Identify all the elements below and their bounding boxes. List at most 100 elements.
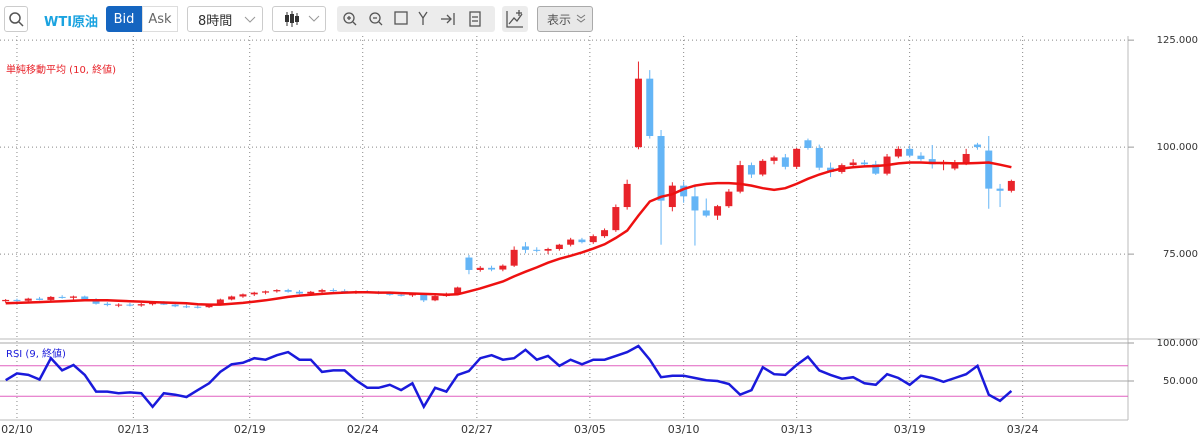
- candle-body: [793, 148, 801, 167]
- candle-body: [386, 293, 394, 295]
- candle-body: [284, 290, 292, 292]
- indicator-button[interactable]: [502, 6, 528, 32]
- candle-body: [736, 165, 744, 192]
- candle-body: [92, 299, 100, 304]
- rsi-legend: RSI (9, 終値): [6, 347, 66, 360]
- x-tick-label: 02/19: [234, 423, 266, 436]
- candle-body: [702, 210, 710, 216]
- candle-body: [194, 306, 202, 308]
- candle-body: [770, 157, 778, 161]
- tool-icons: [343, 11, 481, 27]
- candle-body: [408, 294, 416, 296]
- candle-body: [567, 239, 575, 245]
- sma-legend: 単純移動平均 (10, 終値): [6, 63, 116, 76]
- candle-body: [521, 246, 529, 250]
- candle-body: [680, 185, 688, 197]
- candle-body: [24, 298, 32, 301]
- y-tick-label: 50.000: [1163, 376, 1198, 387]
- rsi-line: [5, 344, 1013, 410]
- candle-body: [2, 299, 10, 302]
- candle-body: [601, 230, 609, 237]
- x-tick-label: 02/24: [347, 423, 379, 436]
- candle-body: [589, 236, 597, 243]
- y-tick-label: 75.000: [1163, 249, 1198, 260]
- y-tick-label: 100.000: [1157, 338, 1198, 349]
- candle-body: [555, 244, 563, 249]
- candle-body: [499, 265, 507, 270]
- candle-body: [149, 302, 157, 305]
- candle-body: [985, 150, 993, 189]
- double-chevron: [576, 14, 586, 23]
- candle-body: [239, 294, 247, 297]
- candle-body: [815, 147, 823, 168]
- candle-body: [250, 292, 258, 295]
- indicator-icon: [506, 10, 523, 28]
- candle-body: [103, 303, 111, 306]
- candle-body: [58, 296, 66, 298]
- view-label: 表示: [547, 12, 572, 27]
- candle-body: [872, 164, 880, 174]
- candle-body: [634, 78, 642, 148]
- candle-body: [781, 157, 789, 167]
- candle-body: [917, 155, 925, 160]
- candle-body: [951, 163, 959, 169]
- candle-body: [623, 183, 631, 208]
- interval-label: 8時間: [198, 13, 233, 29]
- x-tick-label: 02/10: [1, 423, 33, 436]
- candle-body: [216, 299, 224, 305]
- candle-body: [928, 159, 936, 165]
- candle-body: [307, 291, 315, 294]
- candle-body: [476, 267, 484, 270]
- interval-dropdown[interactable]: 8時間: [187, 6, 263, 32]
- candle-body: [646, 78, 654, 137]
- chevron: [244, 16, 256, 23]
- candle-body: [849, 162, 857, 166]
- search-button[interactable]: [4, 6, 28, 32]
- instrument[interactable]: WTI原油: [44, 15, 99, 30]
- candle-body: [13, 299, 21, 301]
- x-tick-label: 03/10: [668, 423, 700, 436]
- search-icon: [9, 12, 24, 27]
- tool-group: [337, 6, 495, 32]
- y-tick-label: 125.000: [1157, 35, 1198, 46]
- candle-body: [510, 249, 518, 266]
- candle-body: [804, 140, 812, 148]
- view-button[interactable]: 表示: [537, 6, 593, 32]
- y-tick-label: 100.000: [1157, 142, 1198, 153]
- candle-body: [137, 304, 145, 306]
- candle-body: [273, 290, 281, 292]
- x-tick-label: 02/27: [461, 423, 493, 436]
- candle-body: [578, 239, 586, 243]
- candle-body: [397, 294, 405, 296]
- chart-type-dropdown[interactable]: [272, 6, 326, 32]
- candle-body: [691, 196, 699, 211]
- candle-body: [465, 257, 473, 270]
- candle-body: [668, 185, 676, 208]
- candle-body: [759, 160, 767, 175]
- x-tick-label: 03/19: [894, 423, 926, 436]
- candle-body: [182, 306, 190, 308]
- candle-body: [657, 136, 665, 201]
- candle-body: [171, 304, 179, 307]
- x-tick-label: 02/13: [117, 423, 149, 436]
- ask-button[interactable]: Ask: [142, 6, 178, 32]
- candle-body: [329, 290, 337, 292]
- candle-body: [1007, 180, 1015, 191]
- candle-body: [906, 148, 914, 156]
- bid-button[interactable]: Bid: [106, 6, 142, 32]
- candle-body: [962, 153, 970, 164]
- candle-body: [894, 148, 902, 157]
- x-tick-label: 03/13: [781, 423, 813, 436]
- candle-body: [714, 206, 722, 216]
- candle-body: [160, 302, 168, 305]
- candle-body: [431, 296, 439, 301]
- candle-icon: [285, 11, 320, 27]
- candle-body: [747, 165, 755, 175]
- candle-body: [973, 144, 981, 148]
- sma-line: [5, 161, 1012, 306]
- candle-body: [996, 188, 1004, 191]
- candle-body: [544, 248, 552, 251]
- candle-body: [612, 207, 620, 231]
